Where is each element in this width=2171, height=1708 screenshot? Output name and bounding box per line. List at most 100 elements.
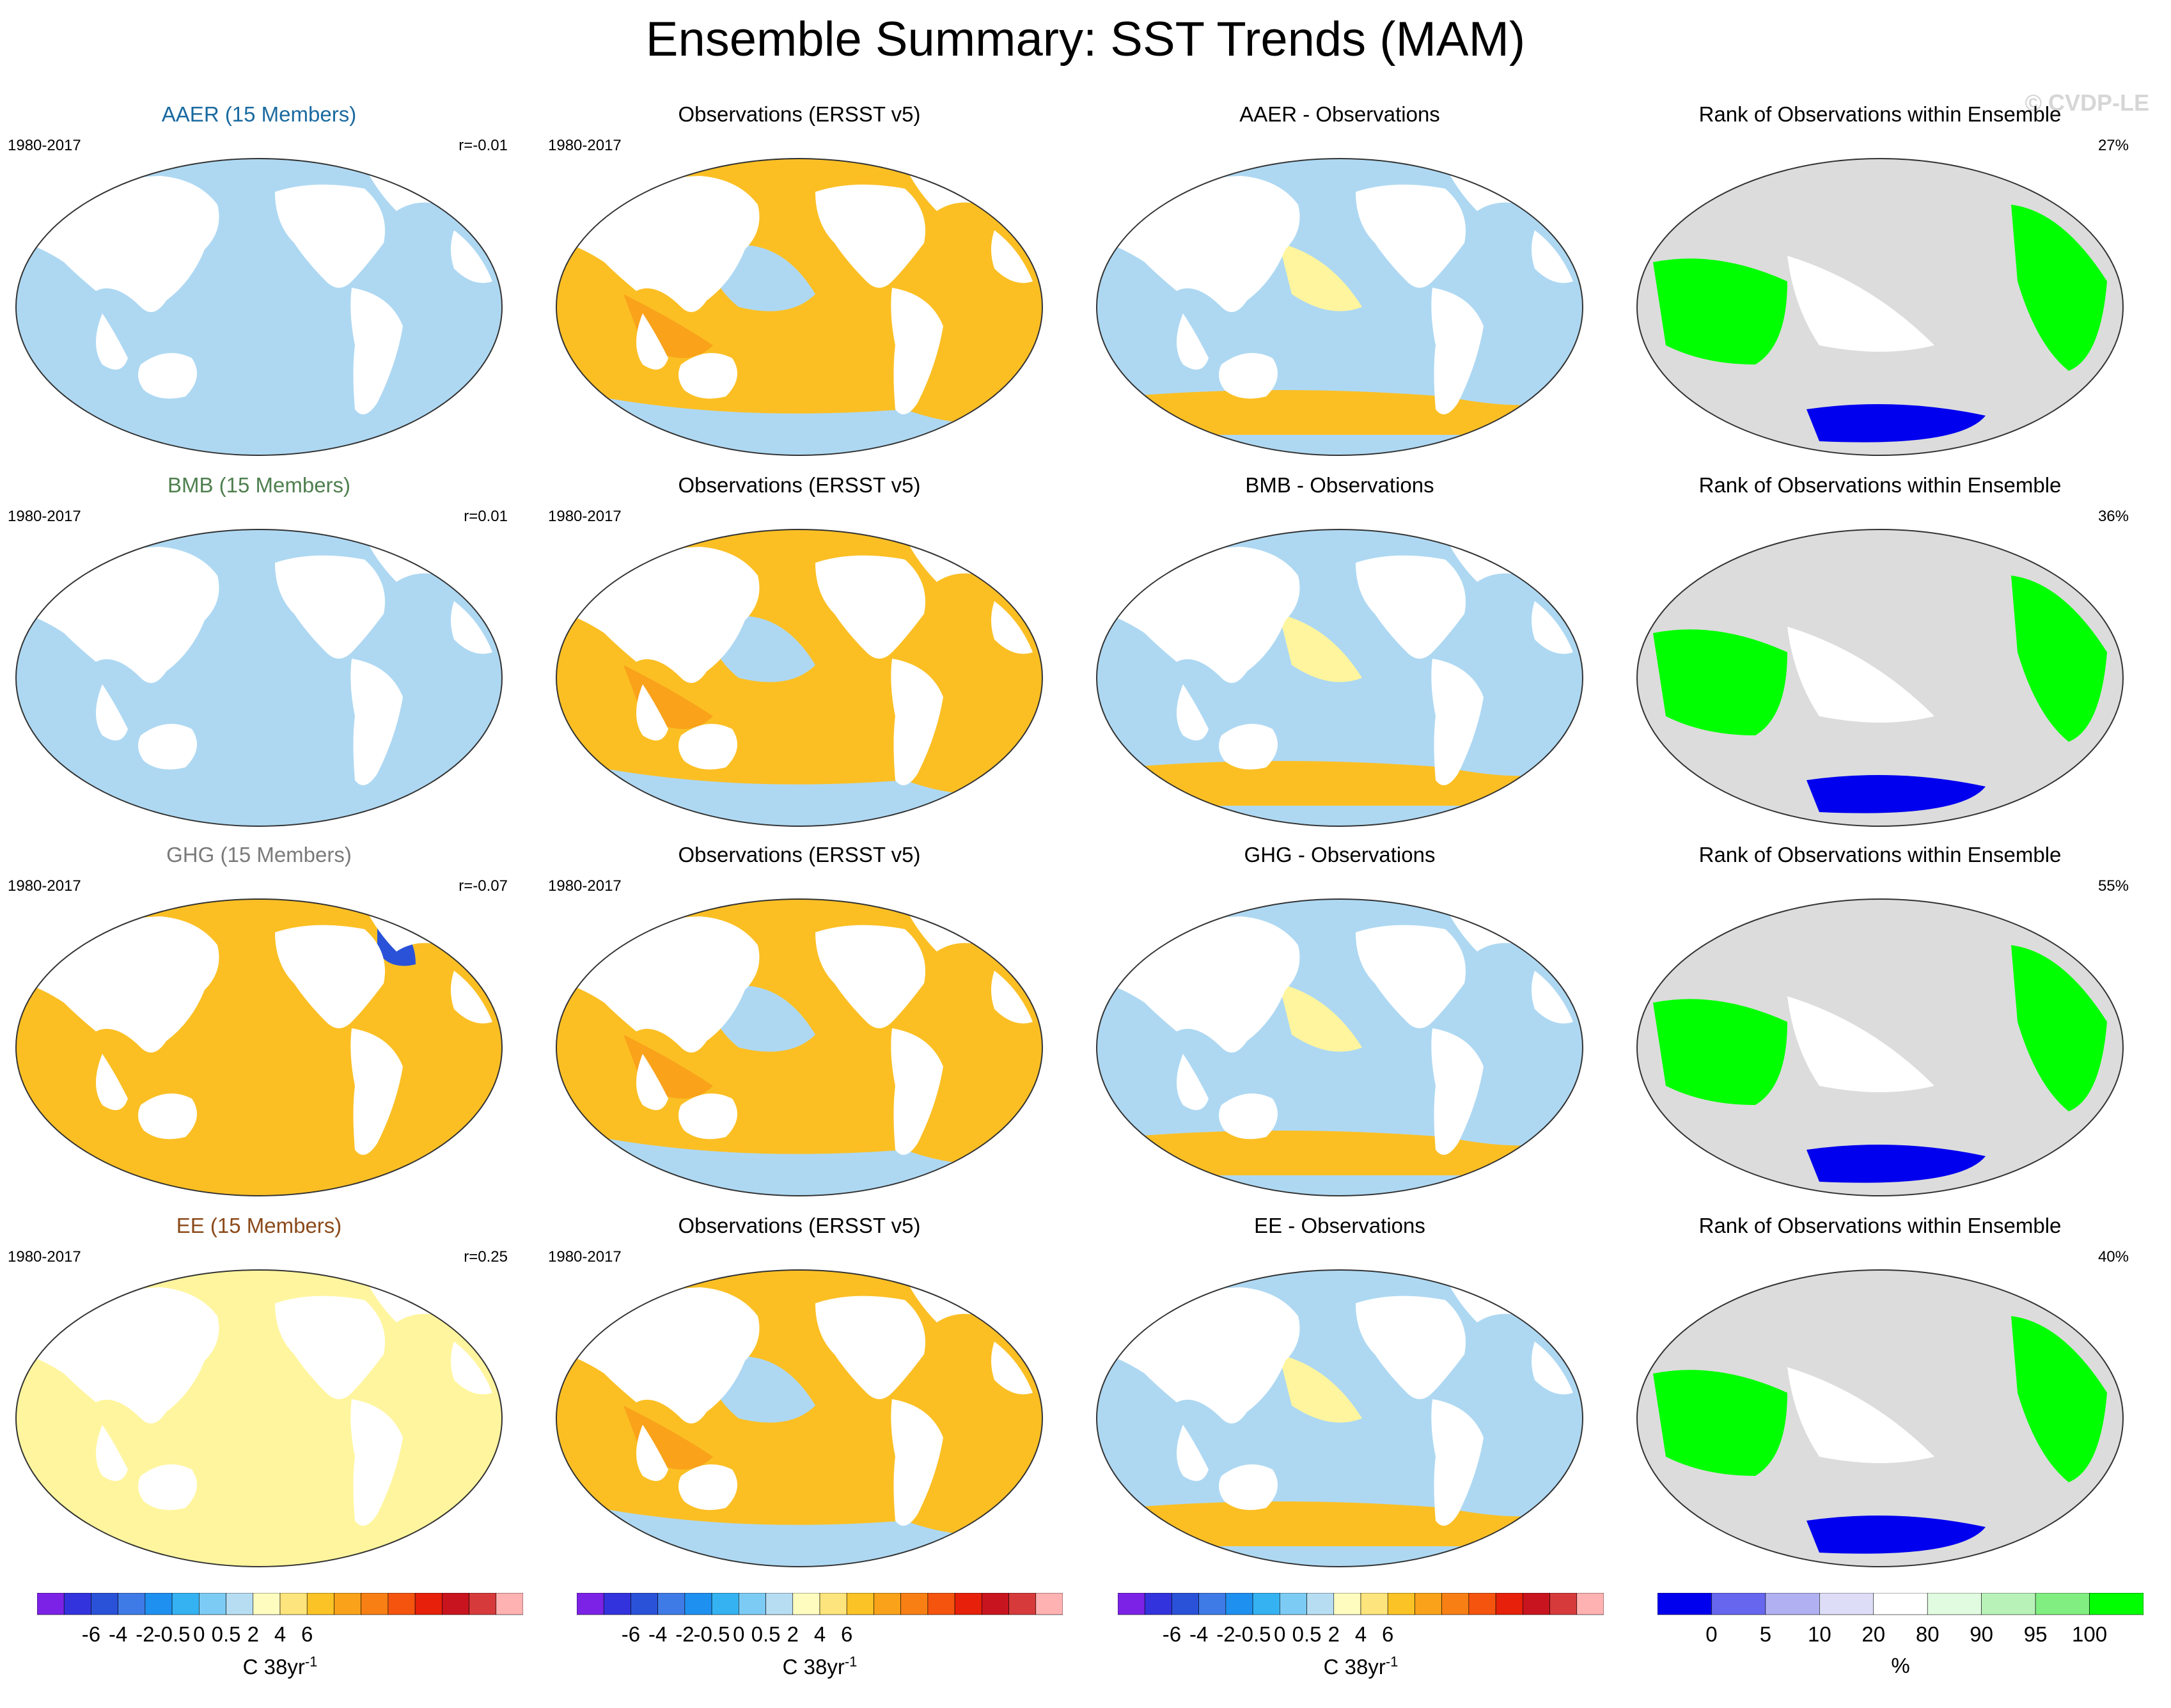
colorbar-swatch	[1035, 1593, 1063, 1615]
panel-title: GHG - Observations	[1244, 843, 1436, 866]
colorbar-swatch	[1306, 1593, 1335, 1615]
colorbar-tick-label: 4	[274, 1622, 286, 1646]
colorbar-tick-label: -6	[81, 1622, 101, 1646]
colorbar-swatch	[414, 1593, 443, 1615]
rank-high-region	[1653, 629, 1787, 735]
colorbar-swatch	[874, 1593, 901, 1615]
colorbar-tick-label: -6	[1162, 1622, 1182, 1646]
colorbar-swatch	[388, 1593, 416, 1615]
colorbar-swatch	[819, 1593, 847, 1615]
colorbar-tick-label: 6	[841, 1622, 853, 1646]
globe-outline	[556, 898, 1043, 1196]
colorbar-rank: % 0 5 10 20 80 90 95 100	[1658, 1593, 2144, 1708]
colorbar-tick-label: 5	[1759, 1622, 1772, 1646]
colorbar-tick-label: 0	[1705, 1622, 1718, 1646]
globe-outline	[556, 1269, 1043, 1567]
global-map	[1636, 1269, 2124, 1567]
globe-outline	[1096, 529, 1583, 827]
colorbar-rank-unit: %	[1891, 1654, 1910, 1677]
global-map	[1636, 529, 2124, 827]
colorbar-swatch	[199, 1593, 226, 1615]
panel-stat: r=-0.07	[458, 877, 508, 895]
neutral-anomaly	[1279, 614, 1362, 682]
panel-title: Rank of Observations within Ensemble	[1698, 102, 2062, 126]
global-map	[15, 529, 503, 827]
colorbar-rank-swatches	[1658, 1593, 2144, 1615]
globe-outline	[15, 898, 503, 1196]
colorbar-swatch	[253, 1593, 281, 1615]
colorbar-tick-label: -4	[1189, 1622, 1209, 1646]
colorbar-swatch	[711, 1593, 739, 1615]
rank-high-region	[1653, 258, 1787, 364]
globe-outline	[1636, 529, 2124, 827]
panel-ensemble-row-3: GHG (15 Members) 1980-2017 r=-0.07	[6, 843, 512, 1201]
panel-stat: 55%	[2097, 877, 2129, 895]
colorbar-tick-label: -2	[136, 1622, 155, 1646]
panel-years: 1980-2017	[8, 137, 81, 154]
colorbar-swatch	[1441, 1593, 1470, 1615]
colorbar-swatch	[1549, 1593, 1578, 1615]
panel-rank-row-4: Rank of Observations within Ensemble 40%	[1627, 1214, 2133, 1572]
rank-high-region	[2011, 1316, 2107, 1482]
colorbar-swatch	[279, 1593, 308, 1615]
watermark: © CVDP-LE	[2025, 90, 2149, 116]
colorbar-ensemble: C 38yr-1 -6 -4 -2 -0.5 0 0.5 2 4 6	[37, 1593, 523, 1708]
panel-title: Rank of Observations within Ensemble	[1698, 1214, 2062, 1237]
colorbar-tick-label: 0	[193, 1622, 205, 1646]
panel-title: BMB - Observations	[1245, 473, 1434, 497]
rank-low-region	[1807, 1516, 1986, 1554]
panel-difference-row-1: AAER - Observations	[1087, 102, 1592, 460]
panel-years: 1980-2017	[548, 137, 622, 154]
colorbar-swatch	[1576, 1593, 1604, 1615]
global-map	[556, 529, 1043, 827]
colorbar-swatch	[1468, 1593, 1496, 1615]
colorbar-swatch	[603, 1593, 631, 1615]
panel-title: Observations (ERSST v5)	[678, 1214, 921, 1237]
ocean-field	[16, 1270, 502, 1567]
colorbar-tick-label: 100	[2072, 1622, 2108, 1646]
ocean-field	[16, 529, 502, 826]
colorbar-swatch	[334, 1593, 361, 1615]
panel-title: AAER - Observations	[1239, 102, 1440, 126]
colorbar-swatch	[577, 1593, 604, 1615]
colorbar-swatch	[982, 1593, 1009, 1615]
colorbar-ensemble-unit: C 38yr-1	[242, 1654, 318, 1679]
panel-observations-row-3: Observations (ERSST v5) 1980-2017	[547, 843, 1052, 1201]
colorbar-swatch	[765, 1593, 794, 1615]
colorbar-swatch	[306, 1593, 334, 1615]
globe-outline	[1096, 898, 1583, 1196]
colorbar-tick-label: -0.5	[153, 1622, 191, 1646]
colorbar-swatch	[1415, 1593, 1442, 1615]
panel-ensemble-row-2: BMB (15 Members) 1980-2017 r=0.01	[6, 473, 512, 831]
neutral-anomaly	[1279, 1354, 1362, 1423]
colorbar-tick-label: 2	[247, 1622, 259, 1646]
colorbar-swatch	[684, 1593, 712, 1615]
colorbar-tick-label: -0.5	[693, 1622, 730, 1646]
panel-title: AAER (15 Members)	[161, 102, 357, 126]
colorbar-swatch	[469, 1593, 497, 1615]
rank-low-region	[1807, 775, 1986, 813]
globe-outline	[556, 158, 1043, 456]
panel-title: Observations (ERSST v5)	[678, 102, 921, 126]
colorbar-swatch	[927, 1593, 955, 1615]
colorbar-swatch	[442, 1593, 469, 1615]
colorbar-tick-label: -4	[648, 1622, 668, 1646]
rank-high-region	[2011, 945, 2107, 1111]
colorbar-tick-label: 10	[1807, 1622, 1831, 1646]
colorbar-swatch	[1765, 1593, 1820, 1615]
colorbar-swatch	[1387, 1593, 1415, 1615]
colorbar-swatch	[631, 1593, 658, 1615]
globe-outline	[1636, 158, 2124, 456]
panel-title: Rank of Observations within Ensemble	[1698, 473, 2062, 497]
colorbar-swatch	[2035, 1593, 2090, 1615]
globe-outline	[15, 158, 503, 456]
global-map	[1096, 529, 1583, 827]
colorbar-tick-label: 2	[787, 1622, 799, 1646]
panel-title: Observations (ERSST v5)	[678, 843, 921, 866]
colorbar-swatch	[1144, 1593, 1172, 1615]
globe-outline	[556, 529, 1043, 827]
panel-years: 1980-2017	[548, 508, 622, 525]
panel-rank-row-2: Rank of Observations within Ensemble 36%	[1627, 473, 2133, 831]
colorbar-tick-label: 80	[1915, 1622, 1940, 1646]
panel-stat: 27%	[2097, 137, 2129, 154]
